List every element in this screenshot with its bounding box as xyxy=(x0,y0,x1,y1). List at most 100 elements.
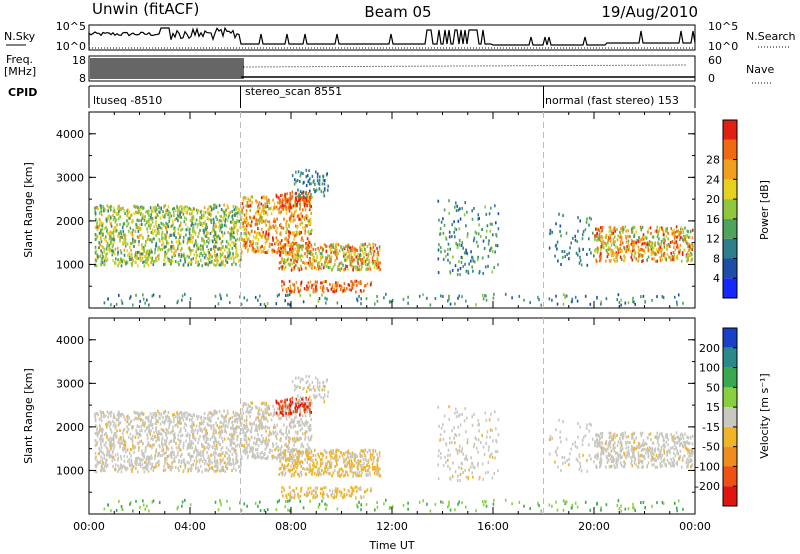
power-cell xyxy=(165,237,167,241)
power-cell xyxy=(140,219,143,223)
power-cell xyxy=(162,210,164,214)
velocity-cell xyxy=(283,410,285,414)
power-cell xyxy=(291,174,294,178)
power-cell xyxy=(146,219,148,223)
power-cell xyxy=(251,239,254,243)
power-cell xyxy=(348,288,351,292)
velocity-cell xyxy=(233,442,236,446)
power-cell xyxy=(478,271,481,275)
power-cell xyxy=(473,260,476,264)
power-cell xyxy=(293,249,295,253)
power-cell xyxy=(208,205,211,209)
power-cell xyxy=(150,213,152,217)
velocity-cell xyxy=(142,466,144,470)
power-cell xyxy=(354,250,356,254)
power-cell xyxy=(283,194,286,198)
velocity-cell xyxy=(211,435,213,439)
power-cell xyxy=(268,226,271,230)
velocity-cell xyxy=(105,453,108,457)
velocity-cell xyxy=(243,419,246,423)
velocity-cell xyxy=(291,420,293,424)
power-cell xyxy=(130,242,133,246)
power-cell xyxy=(139,227,142,231)
velocity-cell xyxy=(182,441,185,445)
power-cell xyxy=(379,261,381,265)
power-cell xyxy=(283,267,286,271)
velocity-cell xyxy=(188,412,191,416)
power-cell xyxy=(371,247,373,251)
power-cell xyxy=(257,206,259,210)
power-cell xyxy=(643,237,645,241)
velocity-cell xyxy=(171,430,173,434)
power-cell xyxy=(107,215,109,219)
power-cell xyxy=(325,264,328,268)
velocity-cell xyxy=(185,429,187,433)
power-cell xyxy=(321,293,323,297)
power-cell xyxy=(189,240,192,244)
velocity-cell xyxy=(222,440,224,444)
power-cell xyxy=(214,241,216,245)
power-cell xyxy=(490,246,493,250)
velocity-cell xyxy=(178,420,180,424)
power-cell xyxy=(199,229,201,232)
power-cell xyxy=(297,266,299,270)
power-cell xyxy=(340,284,342,288)
power-cell xyxy=(190,260,193,264)
velocity-cell xyxy=(124,440,127,444)
velocity-cell xyxy=(99,429,101,433)
power-cell xyxy=(682,228,684,231)
velocity-cell xyxy=(282,432,285,436)
power-cell xyxy=(319,252,322,256)
power-cell xyxy=(267,237,269,241)
power-cell xyxy=(645,236,648,240)
velocity-cell xyxy=(114,468,116,472)
power-cell xyxy=(258,201,261,204)
power-cell xyxy=(209,256,211,260)
power-cell xyxy=(208,254,210,257)
velocity-cell xyxy=(264,411,267,415)
power-cell xyxy=(106,241,109,245)
power-cell xyxy=(673,258,676,262)
power-cell xyxy=(142,236,144,240)
power-cell xyxy=(257,210,260,214)
power-cell xyxy=(158,226,160,229)
velocity-cell xyxy=(273,408,276,412)
power-cell xyxy=(177,207,179,211)
velocity-cell xyxy=(304,429,307,433)
velocity-cell xyxy=(161,441,163,445)
power-cell xyxy=(370,252,373,256)
velocity-cell xyxy=(221,436,223,440)
power-cell xyxy=(289,198,291,202)
power-cell xyxy=(673,245,675,249)
power-cell xyxy=(378,245,381,249)
velocity-cell xyxy=(147,425,150,429)
power-cell xyxy=(150,248,152,252)
power-cell xyxy=(355,248,357,252)
power-cell xyxy=(215,263,217,267)
power-cell xyxy=(300,283,302,287)
power-cell xyxy=(257,232,260,236)
velocity-cell xyxy=(141,462,144,466)
power-cell xyxy=(325,244,327,248)
power-cell xyxy=(258,203,260,207)
power-cell xyxy=(246,298,248,302)
power-cell xyxy=(112,218,115,222)
velocity-cell xyxy=(215,421,217,425)
power-cell xyxy=(120,232,122,236)
power-cell xyxy=(300,267,303,271)
power-cell xyxy=(623,254,625,258)
velocity-cell xyxy=(278,416,280,420)
power-cell xyxy=(290,211,293,215)
power-cell xyxy=(189,252,192,256)
power-cell xyxy=(633,241,635,245)
power-cell xyxy=(147,219,150,223)
velocity-cell xyxy=(187,467,190,471)
velocity-cell xyxy=(212,452,215,456)
header-right-title: 19/Aug/2010 xyxy=(601,3,698,21)
power-cell xyxy=(653,242,656,246)
power-cell xyxy=(298,194,300,198)
power-cell xyxy=(369,267,372,271)
power-cell xyxy=(101,221,103,225)
power-cell xyxy=(236,237,239,241)
power-cell xyxy=(96,220,99,224)
